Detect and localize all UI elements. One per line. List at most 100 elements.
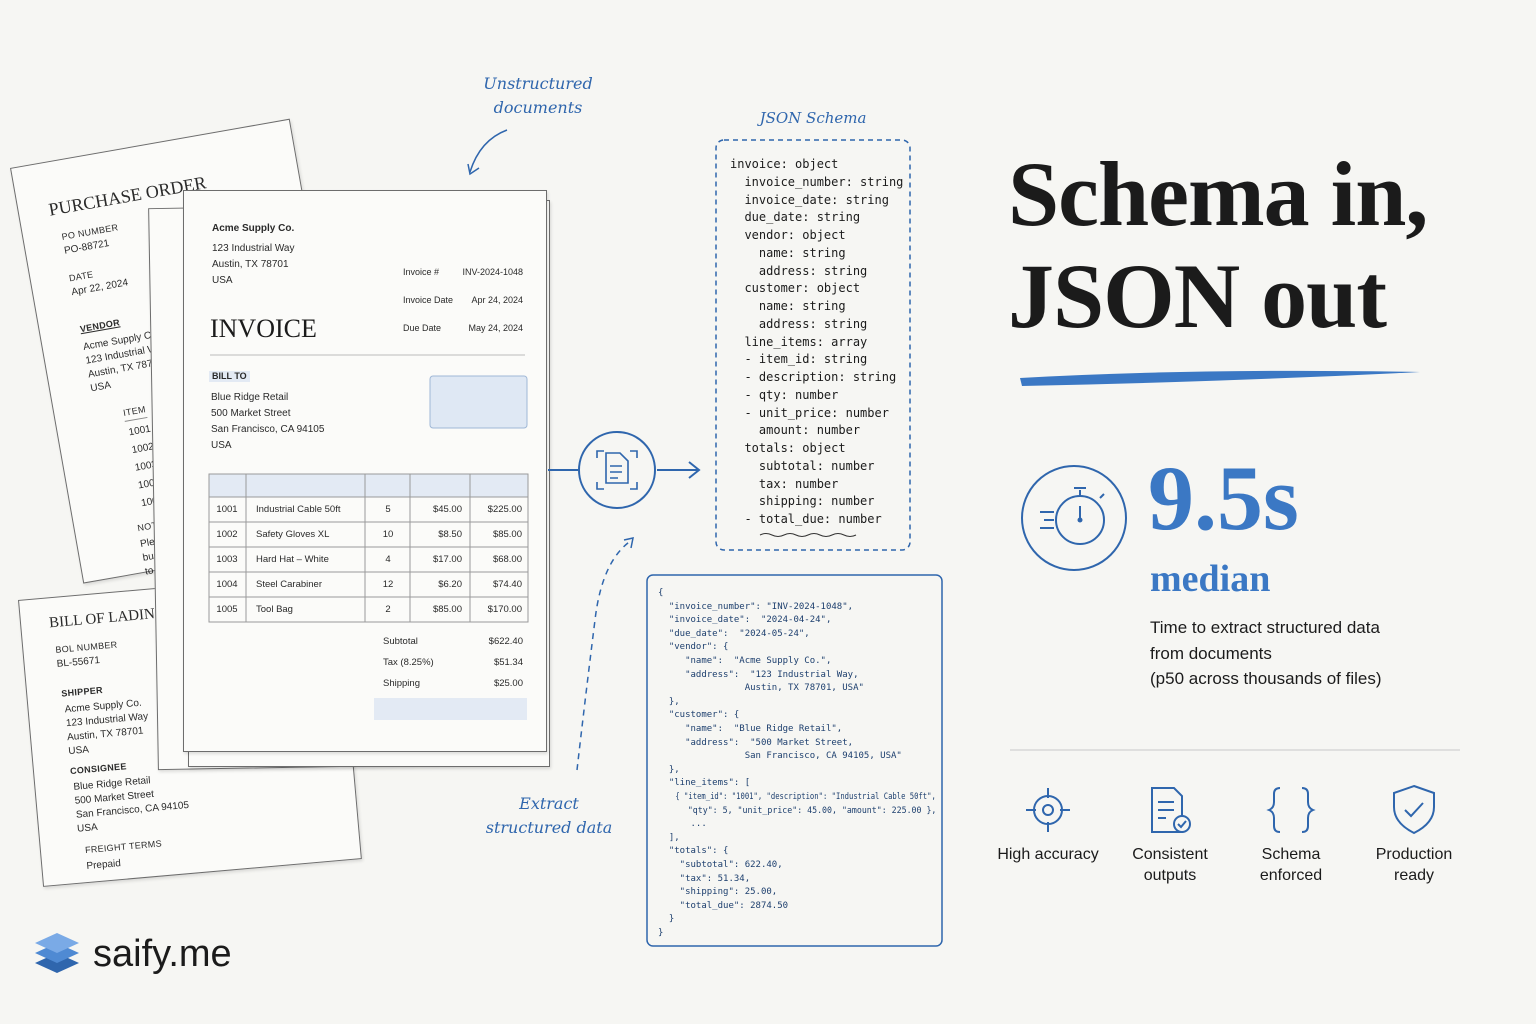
table-cell: 5 <box>385 504 391 515</box>
table-cell: $68.00 <box>492 554 522 565</box>
summary-label: Shipping <box>383 678 420 689</box>
arrow <box>469 129 508 173</box>
json-line: "due_date": "2024-05-24", <box>658 628 810 639</box>
doc-scan-icon <box>596 450 638 490</box>
json-line: "address": "500 Market Street, <box>658 737 854 748</box>
feature-label: enforced <box>1259 867 1323 884</box>
meta-value: INV-2024-1048 <box>462 267 523 277</box>
table-cell: $170.00 <box>487 604 522 615</box>
json-line: "address": "123 Industrial Way, <box>658 669 859 680</box>
schema-line: - unit_price: number <box>730 405 889 420</box>
feature-label: High accuracy <box>997 846 1099 863</box>
table-cell: Industrial Cable 50ft <box>256 504 341 515</box>
table-cell: 1001 <box>216 504 238 515</box>
schema-line: subtotal: number <box>730 458 875 473</box>
dashed-arrow <box>576 539 633 771</box>
schema-line: name: string <box>730 245 846 260</box>
address-line: 500 Market Street <box>211 408 291 419</box>
summary-label: Subtotal <box>383 636 418 647</box>
address-line: Austin, TX 78701 <box>212 259 289 270</box>
json-line: "subtotal": 622.40, <box>658 860 783 870</box>
table-cell: 10 <box>382 529 394 540</box>
feature-icons <box>1026 784 1435 835</box>
summary-value: $25.00 <box>493 678 523 689</box>
table-cell: 12 <box>382 579 394 590</box>
json-line: "total_due": 2874.50 <box>658 900 789 911</box>
table-cell: Safety Gloves XL <box>256 529 330 540</box>
annotation: Extract <box>519 794 579 813</box>
table-grid <box>208 473 529 623</box>
meta-value: May 24, 2024 <box>468 323 523 333</box>
total-row-bg <box>374 698 527 720</box>
table-cell: 1002 <box>216 529 238 540</box>
json-line: }, <box>658 764 680 775</box>
json-line: ], <box>658 832 680 843</box>
stat-description: Time to extract structured data <box>1150 618 1380 637</box>
feature-label: Schema <box>1261 846 1321 863</box>
schema-line: - description: string <box>730 370 897 384</box>
json-line: "invoice_date": "2024-04-24", <box>658 615 832 626</box>
schema-line: invoice: object <box>730 157 839 171</box>
table-cell: $6.20 <box>438 579 462 590</box>
json-line: } <box>658 914 675 925</box>
headline: Schema in, <box>1008 143 1428 245</box>
table-cell: 4 <box>385 554 391 565</box>
schema-line: customer: object <box>730 281 861 296</box>
schema-line: name: string <box>730 299 846 313</box>
json-line: "totals": { <box>658 846 729 857</box>
table-cell: 1003 <box>216 554 238 565</box>
json-line: "qty": 5, "unit_price": 45.00, "amount":… <box>658 805 937 816</box>
annotation: documents <box>493 98 583 117</box>
table-cell: $225.00 <box>487 504 522 515</box>
meta-label: Invoice Date <box>403 295 454 305</box>
table-cell: $85.00 <box>432 604 462 615</box>
address-line: USA <box>212 275 233 286</box>
meta-label: Due Date <box>403 323 442 333</box>
json-line: "vendor": { <box>658 642 729 653</box>
schema-line: shipping: number <box>730 494 875 509</box>
invoice-paper <box>183 190 547 752</box>
section-label: BILL TO <box>209 371 250 382</box>
schema-line: address: string <box>730 316 868 331</box>
json-line: "customer": { <box>658 710 740 721</box>
table-cell: Hard Hat – White <box>256 554 329 565</box>
summary-value: $51.34 <box>493 657 523 668</box>
arrow-head <box>623 537 634 549</box>
feature-label: ready <box>1393 867 1435 884</box>
summary-label: Tax (8.25%) <box>383 657 434 668</box>
stat-description: (p50 across thousands of files) <box>1150 669 1382 688</box>
json-line: Austin, TX 78701, USA" <box>658 683 864 694</box>
schema-line: tax: number <box>730 476 839 491</box>
schema-line: address: string <box>730 263 868 278</box>
json-line: "name": "Acme Supply Co.", <box>658 656 832 666</box>
schema-title: JSON Schema <box>759 109 867 127</box>
json-line: "line_items": [ <box>658 778 751 789</box>
table-cell: $17.00 <box>432 554 462 565</box>
json-box <box>646 574 943 947</box>
schema-line: invoice_number: string <box>730 174 904 189</box>
json-line: San Francisco, CA 94105, USA" <box>658 751 902 762</box>
meta-value: Apr 24, 2024 <box>471 295 523 305</box>
json-line: "name": "Blue Ridge Retail", <box>658 724 843 734</box>
vendor-name: Acme Supply Co. <box>212 223 295 234</box>
address-line: USA <box>211 440 232 451</box>
json-line: }, <box>658 696 680 707</box>
json-line: { "item_id": "1001", "description": "Ind… <box>658 792 936 802</box>
schema-line: amount: number <box>730 423 861 438</box>
table-cell: $74.40 <box>492 579 522 590</box>
table-cell: Tool Bag <box>256 604 293 615</box>
stat-unit: median <box>1150 558 1271 600</box>
brand-name: saify.me <box>93 933 232 975</box>
table-cell: $8.50 <box>438 529 462 540</box>
table-cell: 1004 <box>216 579 238 590</box>
address-line: 123 Industrial Way <box>212 243 295 254</box>
underline-stroke <box>1020 370 1420 386</box>
summary-value: $622.40 <box>488 636 523 647</box>
arrow-head <box>467 163 480 176</box>
schema-line: due_date: string <box>730 210 861 225</box>
invoice-title: INVOICE <box>210 314 317 343</box>
